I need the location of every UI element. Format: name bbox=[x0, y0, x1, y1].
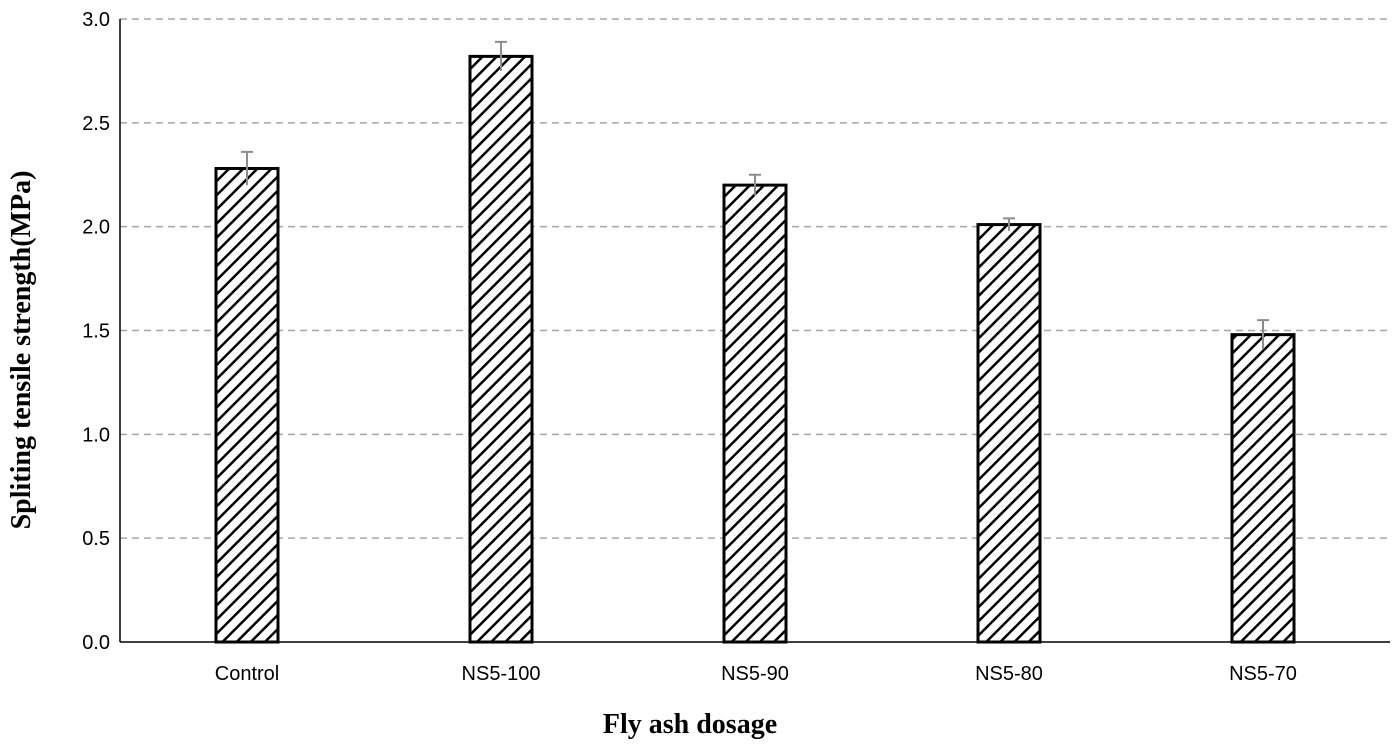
bar bbox=[976, 223, 1042, 644]
x-tick-label: Control bbox=[215, 663, 279, 685]
y-tick-label: 0.5 bbox=[82, 528, 110, 550]
x-tick-label: NS5-70 bbox=[1229, 663, 1297, 685]
bar bbox=[722, 183, 788, 644]
x-tick-label: NS5-90 bbox=[721, 663, 789, 685]
bar bbox=[214, 167, 280, 644]
error-bars bbox=[241, 40, 1269, 350]
x-tick-label: NS5-100 bbox=[462, 663, 541, 685]
gridlines bbox=[120, 18, 1390, 539]
y-tick-label: 0.0 bbox=[82, 632, 110, 654]
y-axis-title: Spliting tensile strength(MPa) bbox=[6, 171, 37, 530]
y-tick-label: 1.0 bbox=[82, 424, 110, 446]
y-tick-label: 1.5 bbox=[82, 321, 110, 343]
bar bbox=[468, 54, 534, 644]
bars bbox=[214, 54, 1296, 644]
y-tick-label: 2.0 bbox=[82, 217, 110, 239]
x-axis-title: Fly ash dosage bbox=[603, 709, 777, 740]
bar bbox=[1230, 333, 1296, 644]
y-tick-label: 3.0 bbox=[82, 9, 110, 31]
x-tick-label: NS5-80 bbox=[975, 663, 1043, 685]
y-tick-label: 2.5 bbox=[82, 113, 110, 135]
tick-labels: 0.0 0.5 1.0 1.5 2.0 2.5 3.0 Control NS5-100 NS5-9… bbox=[82, 9, 1297, 685]
